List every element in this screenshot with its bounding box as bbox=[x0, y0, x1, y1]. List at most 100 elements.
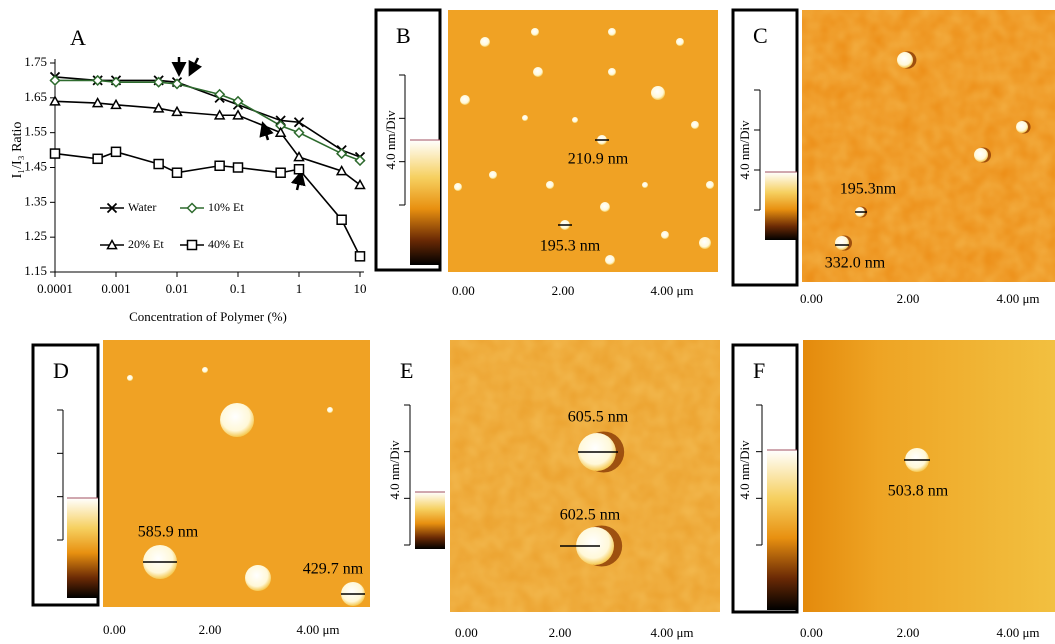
marker bbox=[213, 109, 226, 120]
size-annotation: 195.3 nm bbox=[540, 238, 601, 255]
size-annotation: 332.0 nm bbox=[825, 255, 886, 272]
size-annotation: 605.5 nm bbox=[568, 409, 629, 426]
colorbar bbox=[410, 140, 440, 265]
marker bbox=[335, 164, 348, 176]
particle bbox=[691, 121, 699, 129]
particle bbox=[605, 255, 615, 265]
x-tick-label: 4.00 μm bbox=[296, 622, 339, 637]
x-tick-label: 2.00 bbox=[552, 283, 575, 298]
marker bbox=[92, 153, 103, 165]
panel-frame bbox=[731, 8, 799, 287]
particle bbox=[651, 86, 665, 100]
particle bbox=[572, 117, 578, 123]
particle bbox=[1016, 121, 1028, 133]
size-annotation: 195.3nm bbox=[840, 181, 897, 198]
marker bbox=[110, 146, 122, 158]
x-tick-label: 2.00 bbox=[897, 291, 920, 306]
y-axis-label: I₁/I₃ Ratio bbox=[10, 122, 25, 179]
marker bbox=[293, 127, 305, 139]
series-line bbox=[54, 100, 361, 186]
panel-label: F bbox=[753, 358, 765, 383]
series-line bbox=[54, 76, 361, 158]
afm-panel: C 4.0 nm/Div 195.3nm 332.0 nm 0.00 2.00 4.00 μ… bbox=[731, 8, 1055, 306]
x-tick-label: 4.00 μm bbox=[650, 283, 693, 298]
particle bbox=[127, 375, 133, 381]
marker bbox=[49, 148, 61, 159]
colorbar-label: 4.0 nm/Div bbox=[383, 110, 398, 170]
panel-frame bbox=[31, 343, 100, 607]
legend-label: 20% Et bbox=[128, 237, 164, 251]
particle bbox=[480, 37, 490, 47]
afm-panel: F 4.0 nm/Div 503.8 nm 0.00 2.00 4.00 μm bbox=[731, 340, 1055, 640]
x-tick-label: 0.0001 bbox=[37, 281, 73, 296]
marker bbox=[293, 117, 305, 128]
x-tick-label: 4.00 μm bbox=[650, 625, 693, 640]
particle bbox=[835, 236, 849, 250]
x-tick-label: 0.00 bbox=[455, 625, 478, 640]
particle bbox=[600, 202, 610, 212]
afm-panel: E 4.0 nm/Div 605.5 nm 602.5 nm 0.00 2.00 4.00 … bbox=[387, 340, 720, 640]
marker bbox=[171, 78, 183, 90]
colorbar-label: 4.0 nm/Div bbox=[737, 440, 752, 500]
marker bbox=[336, 214, 347, 225]
marker bbox=[232, 95, 244, 107]
size-annotation: 210.9 nm bbox=[568, 151, 629, 168]
particle bbox=[327, 407, 333, 413]
marker bbox=[336, 148, 348, 160]
x-tick-label: 0.00 bbox=[452, 283, 475, 298]
size-annotation: 429.7 nm bbox=[303, 561, 364, 578]
particle bbox=[202, 367, 208, 373]
colorbar-label: 4.0 nm/Div bbox=[737, 120, 752, 180]
particle bbox=[245, 565, 271, 591]
particle bbox=[706, 181, 714, 189]
x-tick-label: 4.00 μm bbox=[996, 625, 1039, 640]
particle bbox=[897, 52, 913, 68]
colorbar bbox=[765, 172, 797, 240]
particle bbox=[676, 38, 684, 46]
panel-label: A bbox=[70, 25, 86, 50]
legend-label: Water bbox=[128, 200, 156, 214]
panel-label: D bbox=[53, 358, 69, 383]
afm-panels: B 4.0 nm/Div 210.9 nm 195.3 nm 0.00 2.00 4.00 … bbox=[31, 8, 1055, 640]
afm-panel: B 4.0 nm/Div 210.9 nm 195.3 nm 0.00 2.00 4.00 … bbox=[374, 8, 718, 298]
particle bbox=[460, 95, 470, 105]
marker bbox=[293, 151, 305, 162]
marker bbox=[110, 98, 122, 110]
marker bbox=[152, 102, 165, 113]
y-tick-label: 1.75 bbox=[24, 54, 47, 69]
legend-label: 40% Et bbox=[208, 237, 244, 251]
marker bbox=[153, 76, 165, 88]
particle bbox=[608, 28, 616, 36]
y-tick-label: 1.25 bbox=[24, 228, 47, 243]
afm-panel: D 585.9 nm 429.7 nm 0.00 2.00 4.00 μm bbox=[31, 340, 370, 637]
y-tick-label: 1.65 bbox=[24, 89, 47, 104]
particle bbox=[608, 68, 616, 76]
chart-a: A I₁/I₃ Ratio Concentration of Polymer (… bbox=[10, 25, 366, 324]
y-tick-label: 1.55 bbox=[24, 124, 47, 139]
particle bbox=[454, 183, 462, 191]
marker bbox=[354, 251, 366, 262]
colorbar-label: 4.0 nm/Div bbox=[387, 440, 402, 500]
x-tick-label: 0.01 bbox=[166, 281, 189, 296]
afm-image bbox=[448, 10, 718, 272]
particle bbox=[522, 115, 528, 121]
particle bbox=[661, 231, 669, 239]
panel-label: B bbox=[396, 23, 411, 48]
marker bbox=[186, 239, 198, 251]
marker bbox=[232, 109, 244, 120]
afm-image bbox=[803, 340, 1055, 612]
size-annotation: 602.5 nm bbox=[560, 507, 621, 524]
marker bbox=[186, 202, 198, 214]
particle bbox=[974, 148, 988, 162]
marker bbox=[275, 167, 286, 178]
y-tick-label: 1.15 bbox=[24, 263, 47, 278]
particle bbox=[489, 171, 497, 179]
marker bbox=[354, 154, 366, 167]
marker bbox=[214, 160, 225, 172]
panel-label: C bbox=[753, 23, 768, 48]
marker bbox=[110, 76, 122, 88]
x-tick-label: 2.00 bbox=[549, 625, 572, 640]
marker bbox=[274, 126, 287, 138]
marker bbox=[153, 158, 164, 170]
x-tick-label: 2.00 bbox=[199, 622, 222, 637]
